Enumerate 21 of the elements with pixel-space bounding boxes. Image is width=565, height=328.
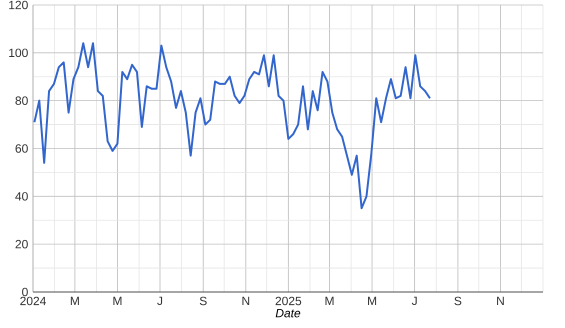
x-tick-label: 2025 [276,296,302,306]
x-tick-label: N [242,296,250,305]
y-tick-label: 80 [15,96,28,105]
x-tick-label: J [412,296,417,306]
line-series [33,42,431,210]
x-tick-label: M [70,296,79,305]
y-tick-label: 40 [15,192,28,201]
y-tick-label: 20 [16,240,28,248]
x-tick-label: M [325,296,334,305]
x-tick-label: M [113,296,122,305]
x-tick-label: J [157,296,162,306]
x-tick-label: M [368,296,376,305]
y-tick-label: 100 [9,48,28,58]
y-tick-label: 120 [9,0,28,10]
x-tick-label: S [454,296,462,306]
x-tick-label: N [497,296,504,305]
y-tick-label: 60 [16,144,28,153]
x-axis-title: Date [276,309,300,318]
y-tick-label: 0 [22,288,28,296]
x-tick-label: S [200,296,207,306]
x-tick-label: 2024 [20,296,46,306]
